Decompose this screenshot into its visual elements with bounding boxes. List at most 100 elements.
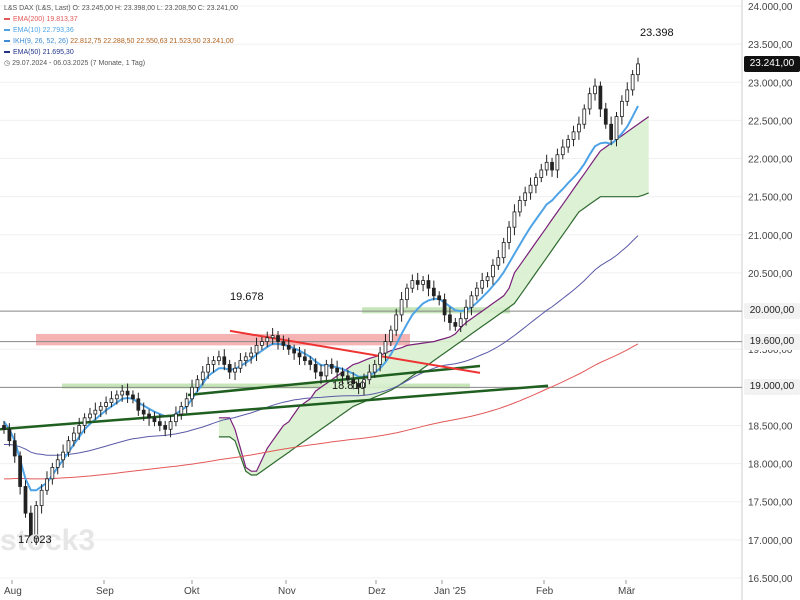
- candle-up: [512, 211, 517, 228]
- candle-up: [394, 314, 399, 331]
- candle-down: [609, 123, 614, 140]
- legend-swatch-ikh: [4, 40, 10, 43]
- trendlines: [0, 329, 549, 431]
- legend-ikh-value: 22.812,75 22.288,50 22.550,63 21.523,50 …: [70, 38, 234, 45]
- x-tick-label: Dez: [368, 586, 386, 597]
- trendline-long: [0, 384, 549, 431]
- candle-up: [421, 280, 425, 285]
- candle-up: [534, 177, 538, 186]
- candle-down: [453, 322, 458, 327]
- candle-up: [265, 337, 270, 342]
- candle-up: [501, 242, 506, 259]
- candle-up: [636, 63, 640, 76]
- candle-down: [351, 379, 356, 384]
- candle-down: [340, 371, 345, 377]
- candle-up: [206, 364, 211, 373]
- ema200-line: [4, 343, 639, 480]
- candle-down: [598, 85, 603, 110]
- x-tick-label: Okt: [184, 586, 200, 597]
- legend-ikh[interactable]: IKH(9, 26, 52, 26) 22.812,75 22.288,50 2…: [4, 36, 238, 47]
- candle-up: [372, 364, 377, 373]
- legend: L&S DAX (L&S, Last) O: 23.245,00 H: 23.3…: [4, 3, 238, 69]
- candle-down: [442, 299, 447, 316]
- candle-up: [190, 386, 194, 400]
- candle-up: [50, 467, 55, 480]
- candle-up: [88, 413, 92, 419]
- candle-up: [243, 356, 248, 362]
- watermark: stock3: [0, 524, 95, 557]
- candle-down: [281, 341, 286, 346]
- y-tick-label: 16.500,00: [748, 574, 793, 585]
- candle-up: [388, 329, 393, 342]
- candle-up: [523, 192, 528, 201]
- candle-up: [120, 390, 125, 396]
- legend-ema200[interactable]: EMA(200) 19.813,37: [4, 14, 238, 25]
- candle-up: [614, 116, 619, 140]
- y-tick-label: 21.000,00: [748, 231, 793, 242]
- candle-up: [55, 459, 60, 468]
- legend-ohlc: O: 23.245,00 H: 23.398,00 L: 23.208,50 C…: [72, 5, 238, 12]
- candle-down: [141, 409, 146, 415]
- candle-up: [496, 257, 501, 266]
- candle-up: [571, 131, 576, 140]
- candle-down: [18, 455, 22, 487]
- candle-down: [415, 280, 420, 285]
- candle-up: [458, 318, 463, 327]
- candle-up: [528, 184, 533, 194]
- legend-ema200-value: 19.813,37: [46, 16, 78, 23]
- candle-up: [211, 360, 216, 365]
- candle-up: [625, 89, 630, 102]
- candle-up: [507, 226, 511, 243]
- y-tick-label: 23.500,00: [748, 40, 793, 51]
- candle-up: [104, 402, 108, 407]
- x-tick-label: Feb: [536, 586, 554, 597]
- candle-up: [491, 264, 495, 278]
- candle-down: [163, 425, 168, 430]
- indicator-lines: [3, 105, 639, 492]
- candle-up: [405, 287, 409, 301]
- legend-swatch-ema50: [4, 51, 10, 54]
- legend-swatch-ema10: [4, 29, 10, 32]
- y-tick-label: 21.500,00: [748, 193, 793, 204]
- candle-down: [437, 295, 442, 301]
- candle-up: [474, 287, 479, 297]
- x-tick-label: Aug: [4, 586, 22, 597]
- legend-ikh-label: IKH(9, 26, 52, 26): [13, 38, 69, 45]
- legend-ema10-value: 22.793,36: [42, 27, 74, 34]
- candle-down: [345, 375, 350, 381]
- legend-swatch-ema200: [4, 18, 10, 21]
- legend-header: L&S DAX (L&S, Last) O: 23.245,00 H: 23.3…: [4, 3, 238, 14]
- annotation-high: 23.398: [640, 27, 674, 39]
- grid-lines: [0, 0, 743, 600]
- clock-icon: ◷: [4, 60, 11, 67]
- y-tick-label: 17.000,00: [748, 536, 793, 547]
- candle-up: [555, 154, 560, 171]
- candle-down: [2, 425, 6, 430]
- candle-up: [464, 306, 468, 320]
- x-tick-label: Mär: [618, 586, 636, 597]
- senkou-a-line: [218, 116, 650, 472]
- candle-up: [485, 276, 490, 281]
- candle-up: [200, 371, 205, 381]
- candle-up: [109, 398, 114, 403]
- candle-up: [217, 356, 221, 362]
- candle-down: [157, 421, 162, 426]
- ema10-line: [3, 105, 639, 492]
- candle-up: [98, 405, 103, 411]
- y-tick-label: 20.500,00: [748, 269, 793, 280]
- candle-up: [174, 413, 178, 423]
- legend-ema10-label: EMA(10): [13, 27, 41, 34]
- candle-up: [410, 280, 415, 289]
- price-tag: 19.000,00: [744, 379, 800, 396]
- legend-ema50[interactable]: EMA(50) 21.695,30: [4, 47, 238, 58]
- candle-up: [582, 108, 587, 125]
- y-tick-label: 18.500,00: [748, 421, 793, 432]
- legend-ema10[interactable]: EMA(10) 22.793,36: [4, 25, 238, 36]
- zone-rect: [362, 307, 510, 314]
- candle-up: [630, 74, 635, 91]
- candle-down: [550, 161, 554, 171]
- candle-up: [593, 85, 597, 95]
- y-tick-label: 18.000,00: [748, 460, 793, 471]
- x-tick-label: Jan '25: [434, 586, 466, 597]
